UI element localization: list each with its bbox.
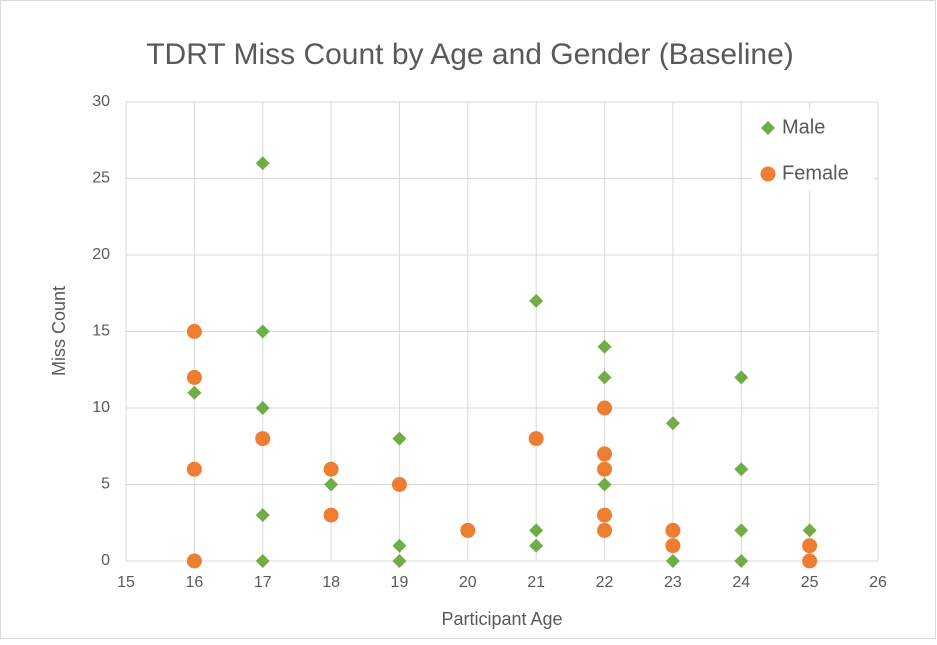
y-tick-label: 15 — [92, 323, 110, 340]
point — [186, 324, 202, 339]
x-tick-label: 22 — [596, 574, 614, 591]
point — [392, 538, 407, 553]
point — [392, 431, 407, 446]
point — [255, 156, 270, 171]
point — [186, 553, 202, 569]
point — [665, 416, 680, 431]
y-tick-label: 0 — [101, 552, 110, 569]
x-axis-label: Participant Age — [441, 609, 562, 629]
y-tick-label: 10 — [92, 399, 110, 416]
point — [187, 385, 202, 400]
point — [186, 369, 202, 385]
point — [323, 507, 339, 523]
legend-marker — [760, 166, 776, 182]
x-tick-label: 16 — [185, 574, 203, 591]
point — [802, 538, 818, 554]
point — [528, 431, 544, 447]
point — [597, 507, 613, 523]
point — [734, 554, 749, 568]
point — [255, 508, 270, 523]
point — [255, 401, 270, 415]
point — [597, 339, 612, 354]
x-tick-label: 15 — [117, 574, 135, 591]
point — [529, 293, 544, 308]
point — [597, 522, 613, 538]
point — [597, 370, 612, 385]
point — [324, 477, 339, 492]
chart-title: TDRT Miss Count by Age and Gender (Basel… — [146, 38, 794, 71]
x-tick-label: 26 — [869, 574, 887, 591]
legend-marker — [761, 121, 775, 135]
point — [802, 523, 817, 538]
point — [734, 370, 749, 385]
legend-label: Female — [782, 162, 849, 184]
point — [802, 553, 818, 569]
point — [255, 324, 270, 339]
point — [529, 538, 544, 553]
point — [391, 477, 407, 492]
point — [323, 461, 339, 477]
point — [597, 477, 612, 492]
point — [392, 554, 407, 568]
point — [597, 461, 613, 477]
x-tick-label: 18 — [322, 574, 340, 591]
point — [597, 446, 613, 462]
point — [255, 554, 270, 568]
point — [665, 554, 680, 568]
point — [529, 523, 544, 538]
point — [186, 461, 202, 477]
y-tick-label: 20 — [92, 246, 110, 263]
point — [734, 462, 749, 477]
x-tick-label: 24 — [732, 574, 750, 591]
x-tick-label: 21 — [527, 574, 545, 591]
legend-label: Male — [782, 116, 825, 138]
point — [597, 400, 613, 416]
y-tick-label: 5 — [101, 476, 110, 493]
x-tick-label: 25 — [801, 574, 819, 591]
point — [255, 431, 271, 447]
point — [665, 522, 681, 538]
x-tick-label: 17 — [254, 574, 272, 591]
x-tick-label: 19 — [391, 574, 409, 591]
x-tick-label: 20 — [459, 574, 477, 591]
point — [665, 538, 681, 554]
y-tick-label: 30 — [92, 93, 110, 110]
x-tick-label: 23 — [664, 574, 682, 591]
y-tick-label: 25 — [92, 170, 110, 187]
point — [460, 522, 476, 538]
y-axis-label: Miss Count — [49, 286, 69, 376]
point — [734, 523, 749, 538]
